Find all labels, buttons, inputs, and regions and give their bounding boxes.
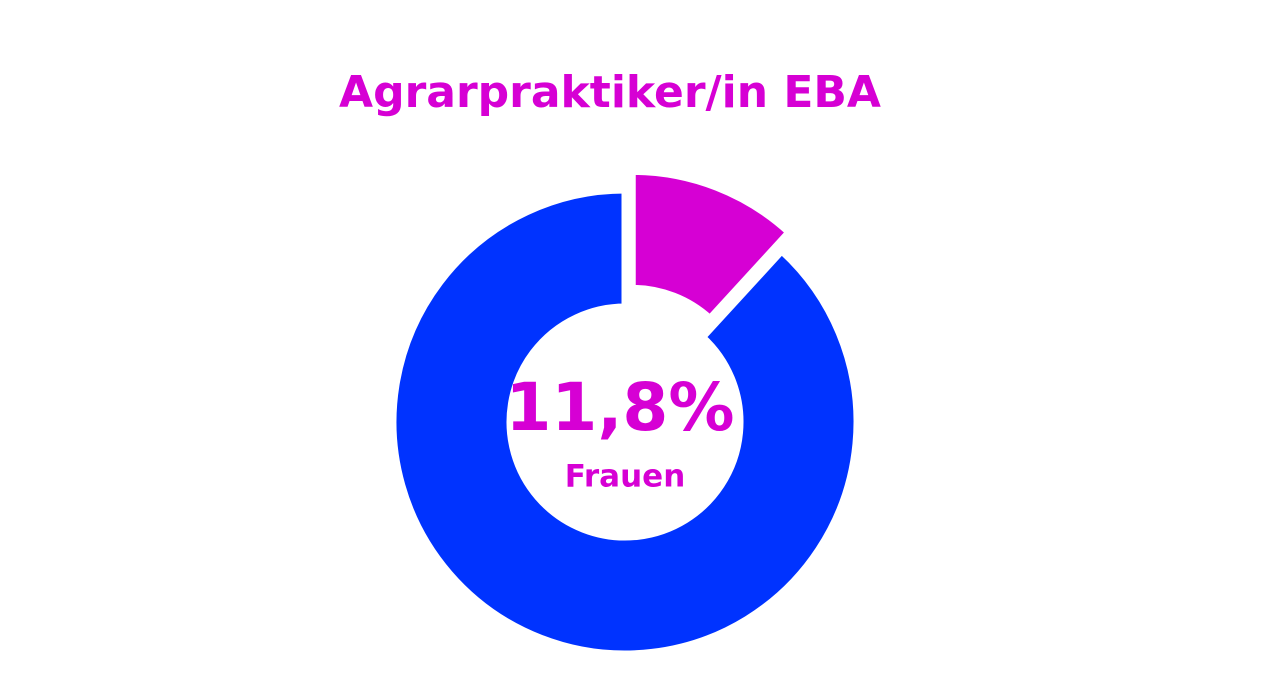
chart-title: Agrarpraktiker/in EBA (339, 67, 881, 118)
value-label: 11,8% (506, 369, 735, 446)
pie-segment (628, 167, 794, 324)
category-label: Frauen (565, 459, 686, 495)
pie-segment (389, 186, 861, 658)
